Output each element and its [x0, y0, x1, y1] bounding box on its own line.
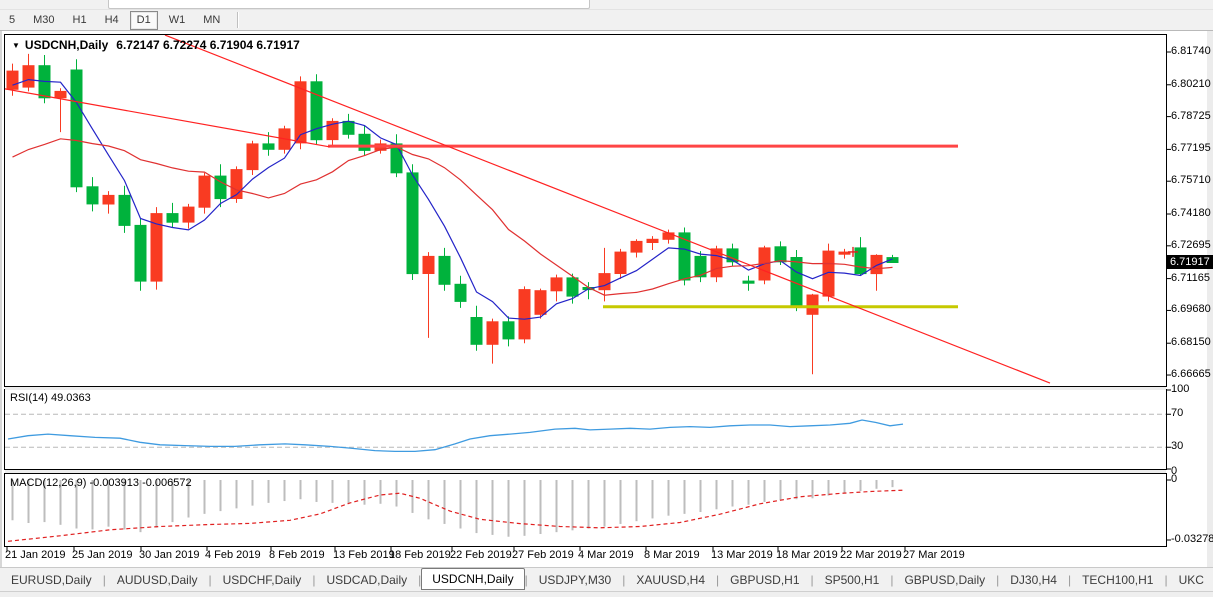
time-axis-label: 27 Feb 2019 [512, 549, 574, 561]
tab-usdjpy-m30[interactable]: USDJPY,M30 [538, 573, 612, 587]
time-axis-label: 18 Feb 2019 [389, 549, 451, 561]
time-axis-label: 13 Mar 2019 [711, 549, 773, 561]
time-axis-label: 27 Mar 2019 [903, 549, 965, 561]
timeframe-button-mn[interactable]: MN [203, 13, 221, 26]
tab-separator: | [1067, 573, 1072, 587]
time-axis-label: 22 Mar 2019 [840, 549, 902, 561]
price-axis-label: 6.80210 [1171, 77, 1211, 90]
price-axis-label: 6.71165 [1171, 271, 1210, 284]
timeframe-button-w1[interactable]: W1 [168, 13, 186, 26]
time-axis-label: 13 Feb 2019 [333, 549, 395, 561]
tab-ukc[interactable]: UKC [1178, 573, 1204, 587]
tab-separator: | [1164, 573, 1168, 587]
tab-separator: | [622, 573, 626, 587]
rsi-axis-label: 70 [1171, 407, 1184, 420]
price-axis-label: 6.78725 [1171, 109, 1211, 122]
rsi-label: RSI(14) 49.0363 [10, 392, 91, 404]
time-axis-label: 4 Mar 2019 [578, 549, 634, 561]
pane-splitter-rsi[interactable] [5, 387, 1166, 390]
timeframe-button-5[interactable]: 5 [9, 13, 16, 26]
price-axis-label: 6.81740 [1171, 45, 1211, 57]
toolbar-separator [237, 12, 240, 28]
price-axis-label: 6.75710 [1171, 174, 1211, 187]
pane-splitter-macd[interactable] [5, 470, 1166, 473]
pane-frames [4, 34, 1171, 551]
rsi-axis-label: 0 [1171, 465, 1178, 477]
time-axis-label: 25 Jan 2019 [72, 549, 133, 561]
timeframe-button-h1[interactable]: H1 [72, 13, 87, 26]
tab-separator: | [102, 573, 106, 587]
macd-label: MACD(12,26,9) -0.003913 -0.006572 [10, 477, 192, 489]
chart-tabs-bar: EURUSD,Daily | AUDUSD,Daily | USDCHF,Daily | U… [0, 567, 1213, 592]
tab-separator: | [208, 573, 212, 587]
window-left-edge [0, 31, 2, 567]
time-axis-label: 30 Jan 2019 [139, 549, 200, 561]
tab-separator: | [312, 573, 316, 587]
tab-dj30-h4[interactable]: DJ30,H4 [1010, 573, 1057, 587]
tab-eurusd-daily[interactable]: EURUSD,Daily [11, 573, 92, 587]
tab-tech100-h1[interactable]: TECH100,H1 [1082, 573, 1154, 587]
tab-separator: | [524, 573, 528, 587]
timeframe-button-h4[interactable]: H4 [104, 13, 119, 26]
tab-audusd-daily[interactable]: AUDUSD,Daily [116, 573, 198, 587]
time-axis-label: 8 Feb 2019 [269, 549, 325, 561]
chart-symbol-label: USDCNH,Daily [24, 38, 109, 52]
chart-title: ▼ USDCNH,Daily 6.72147 6.72274 6.71904 6.7… [12, 38, 300, 52]
price-axis-label: 6.72695 [1171, 238, 1211, 251]
price-axis-label: 6.77195 [1171, 142, 1211, 155]
timeframe-button-m30[interactable]: M30 [33, 13, 55, 26]
macd-pane [7, 480, 904, 542]
tab-sp500-h1[interactable]: SP500,H1 [824, 573, 880, 587]
macd-axis-label: 0 [1171, 473, 1178, 485]
rsi-pane [5, 413, 1166, 453]
tab-separator: | [418, 573, 422, 587]
tab-separator: | [716, 573, 720, 587]
tab-separator: | [890, 573, 894, 587]
tab-usdcnh-daily[interactable]: USDCNH,Daily [421, 568, 525, 590]
price-axis-label: 6.66665 [1171, 368, 1211, 381]
price-axis-label: 6.74180 [1171, 206, 1211, 219]
tab-separator: | [996, 573, 1000, 587]
tab-xauusd-h4[interactable]: XAUUSD,H4 [636, 573, 706, 587]
toolbar-top-edge [0, 0, 1213, 10]
time-axis-label: 21 Jan 2019 [5, 549, 66, 561]
tab-gbpusd-daily[interactable]: GBPUSD,Daily [904, 573, 986, 587]
chart-tabs: EURUSD,Daily | AUDUSD,Daily | USDCHF,Daily | U… [0, 568, 1213, 590]
time-axis-label: 8 Mar 2019 [644, 549, 700, 561]
rsi-axis-label: 30 [1171, 440, 1184, 453]
tab-gbpusd-h1[interactable]: GBPUSD,H1 [730, 573, 800, 587]
price-pane [5, 35, 1051, 384]
tab-usdchf-daily[interactable]: USDCHF,Daily [222, 573, 302, 587]
chart-ohlc-values: 6.72147 6.72274 6.71904 6.71917 [116, 38, 300, 52]
toolbar-remnant [108, 0, 590, 9]
price-axis-label: 6.69680 [1171, 303, 1211, 316]
price-axis-label: 6.68150 [1171, 336, 1211, 349]
tab-separator: | [810, 573, 814, 587]
collapse-triangle-icon[interactable]: ▼ [12, 41, 20, 50]
status-bar [0, 591, 1213, 597]
window-right-edge [1207, 31, 1213, 567]
timeframe-button-d1[interactable]: D1 [129, 10, 158, 30]
timeframe-toolbar: 5 M30 H1 H4 D1 W1 MN [0, 10, 1213, 31]
tab-usdcad-daily[interactable]: USDCAD,Daily [326, 573, 408, 587]
macd-axis-label: -0.032788 [1171, 533, 1213, 545]
current-price-badge: 6.71917 [1167, 255, 1213, 270]
timeframe-buttons: 5 M30 H1 H4 D1 W1 MN [0, 10, 229, 30]
time-axis-label: 18 Mar 2019 [776, 549, 838, 561]
time-axis-label: 4 Feb 2019 [205, 549, 261, 561]
rsi-axis-label: 100 [1171, 382, 1190, 395]
time-axis-label: 22 Feb 2019 [450, 549, 512, 561]
